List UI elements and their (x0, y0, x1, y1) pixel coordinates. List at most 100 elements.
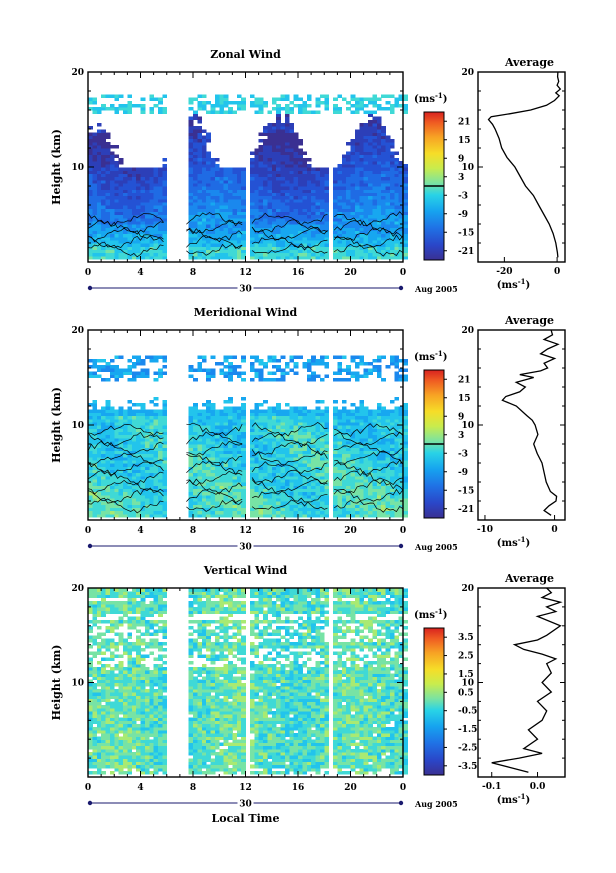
heatmap-cell (315, 233, 321, 238)
heatmap-cell (376, 179, 382, 184)
heatmap-cell (105, 211, 111, 216)
heatmap-cell (136, 183, 141, 187)
heatmap-cell (354, 217, 360, 222)
heatmap-cell (249, 230, 255, 235)
heatmap-cell (394, 157, 400, 162)
heatmap-cell (162, 189, 168, 194)
heatmap-cell (92, 221, 98, 225)
heatmap-cell (315, 246, 321, 251)
heatmap-cell (263, 463, 268, 467)
heatmap-cell (381, 94, 386, 99)
heatmap-cell (293, 179, 299, 184)
heatmap-cell (337, 176, 343, 181)
heatmap-cell (372, 145, 378, 149)
heatmap-cell (153, 224, 159, 228)
heatmap-cell (140, 107, 146, 111)
heatmap-cell (293, 456, 299, 461)
heatmap-cell (315, 472, 321, 477)
heatmap-cell (210, 485, 216, 490)
heatmap-cell (236, 447, 242, 452)
heatmap-cell (127, 186, 133, 190)
heatmap-cell (284, 472, 290, 477)
heatmap-cell (346, 176, 351, 181)
heatmap-cell (306, 189, 312, 194)
heatmap-cell (197, 176, 203, 181)
heatmap-cell (140, 202, 146, 206)
heatmap-cell (403, 110, 408, 114)
heatmap-cell (311, 176, 316, 181)
heatmap-cell (311, 409, 316, 414)
heatmap-cell (394, 214, 400, 219)
heatmap-cell (153, 167, 159, 171)
heatmap-cell (219, 510, 225, 515)
heatmap-cell (96, 475, 102, 480)
heatmap-cell (158, 368, 163, 372)
heatmap-cell (197, 437, 203, 442)
heatmap-cell (144, 371, 150, 376)
heatmap-cell (354, 475, 360, 480)
heatmap-cell (123, 243, 128, 247)
heatmap-cell (236, 240, 242, 244)
heatmap-cell (302, 422, 308, 426)
heatmap-cell (127, 456, 133, 461)
heatmap-cell (298, 453, 303, 458)
heatmap-cell (197, 498, 203, 502)
heatmap-cell (136, 498, 141, 502)
heatmap-cell (223, 365, 229, 369)
heatmap-cell (271, 217, 277, 222)
heatmap-cell (109, 255, 115, 260)
heatmap-cell (289, 183, 295, 187)
heatmap-cell (267, 428, 273, 433)
heatmap-cell (232, 469, 238, 474)
heatmap-cell (311, 192, 316, 197)
heatmap-cell (389, 157, 395, 162)
heatmap-cell (258, 482, 264, 486)
heatmap-cell (228, 485, 233, 490)
heatmap-cell (123, 491, 128, 496)
heatmap-cell (201, 513, 207, 518)
heatmap-cell (389, 224, 395, 228)
heatmap-cell (88, 466, 93, 471)
heatmap-cell (228, 447, 233, 452)
heatmap-cell (96, 479, 102, 483)
heatmap-cell (271, 97, 277, 102)
heatmap-cell (131, 186, 137, 190)
heatmap-cell (232, 494, 238, 499)
heatmap-cell (206, 230, 211, 235)
heatmap-cell (324, 453, 330, 458)
heatmap-cell (376, 230, 382, 235)
heatmap-cell (197, 129, 203, 133)
heatmap-cell (333, 415, 338, 420)
heatmap-cell (280, 202, 286, 206)
heatmap-cell (280, 469, 286, 474)
heatmap-cell (136, 179, 141, 184)
heatmap-cell (315, 183, 321, 187)
heatmap-cell (319, 170, 325, 175)
heatmap-cell (341, 240, 347, 244)
heatmap-cell (341, 195, 347, 200)
heatmap-cell (276, 217, 281, 222)
heatmap-cell (188, 246, 194, 251)
heatmap-cell (284, 479, 290, 483)
heatmap-cell (249, 183, 255, 187)
heatmap-cell (140, 189, 146, 194)
heatmap-cell (236, 217, 242, 222)
heatmap-cell (267, 358, 273, 363)
heatmap-cell (228, 415, 233, 420)
heatmap-cell (144, 368, 150, 372)
heatmap-cell (188, 431, 194, 436)
heatmap-cell (193, 164, 198, 168)
heatmap-cell (389, 192, 395, 197)
heatmap-cell (280, 463, 286, 467)
heatmap-cell (298, 488, 303, 493)
heatmap-cell (109, 103, 115, 108)
heatmap-cell (188, 208, 194, 213)
heatmap-cell (302, 488, 308, 493)
heatmap-cell (359, 97, 365, 102)
heatmap-cell (337, 409, 343, 414)
heatmap-cell (206, 374, 211, 379)
heatmap-cell (372, 154, 378, 159)
heatmap-cell (162, 450, 168, 455)
heatmap-cell (346, 368, 351, 372)
heatmap-cell (109, 460, 115, 464)
